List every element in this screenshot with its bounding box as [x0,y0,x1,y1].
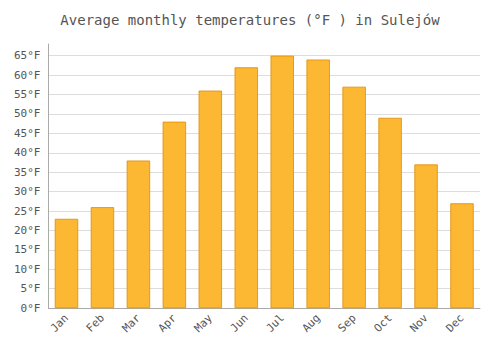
svg-text:Sep: Sep [336,312,359,335]
svg-text:Dec: Dec [443,312,466,335]
svg-text:Feb: Feb [84,312,107,335]
svg-text:Jan: Jan [48,312,71,335]
svg-text:5°F: 5°F [21,282,41,295]
svg-text:60°F: 60°F [14,69,41,82]
svg-text:25°F: 25°F [14,205,41,218]
svg-text:Jul: Jul [264,312,287,335]
svg-text:65°F: 65°F [14,49,41,62]
svg-text:Aug: Aug [300,312,323,335]
svg-text:Apr: Apr [156,311,179,334]
svg-text:Nov: Nov [407,311,430,334]
svg-text:Average monthly temperatures (: Average monthly temperatures (°F ) in Su… [60,12,440,28]
svg-text:Oct: Oct [371,312,394,335]
svg-text:50°F: 50°F [14,107,41,120]
svg-text:0°F: 0°F [21,302,41,315]
svg-text:55°F: 55°F [14,88,41,101]
svg-text:Mar: Mar [120,311,143,334]
svg-text:45°F: 45°F [14,127,41,140]
svg-text:10°F: 10°F [14,263,41,276]
svg-text:40°F: 40°F [14,146,41,159]
svg-text:35°F: 35°F [14,166,41,179]
svg-text:15°F: 15°F [14,243,41,256]
svg-text:May: May [192,311,215,334]
svg-text:Jun: Jun [228,312,251,335]
svg-text:30°F: 30°F [14,185,41,198]
svg-text:20°F: 20°F [14,224,41,237]
